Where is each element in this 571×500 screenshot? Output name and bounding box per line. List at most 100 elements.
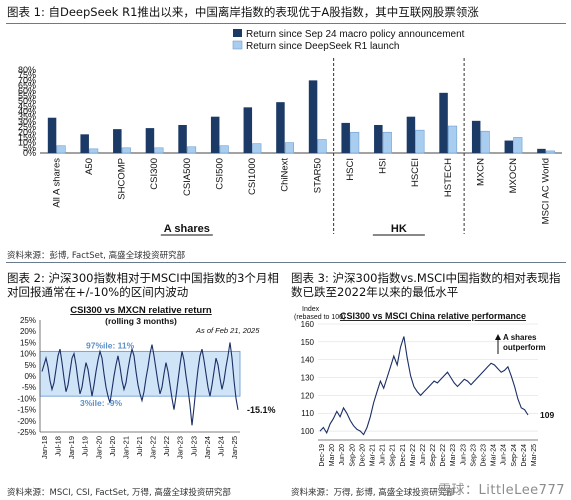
bar-series2 bbox=[545, 150, 555, 154]
relative-return-line bbox=[41, 342, 239, 426]
x-tick-label: Jul-22 bbox=[162, 436, 171, 456]
y-tick-label: 20% bbox=[20, 327, 36, 336]
y-tick-label: 10% bbox=[20, 350, 36, 359]
x-category-label: HSCEI bbox=[410, 158, 421, 187]
y-tick-label: 65% bbox=[18, 81, 36, 91]
x-category-label: MXOCN bbox=[508, 158, 519, 194]
x-category-label: HSCI bbox=[345, 158, 356, 181]
bar-series2 bbox=[317, 139, 327, 154]
percentile-3-label: 3%ile: -9% bbox=[80, 398, 122, 408]
y-tick-label: 5% bbox=[24, 361, 36, 370]
x-tick-label: Mar-22 bbox=[410, 444, 417, 466]
x-tick-label: Jul-19 bbox=[81, 436, 90, 456]
y-tick-label: 70% bbox=[18, 75, 36, 85]
x-tick-label: Jul-21 bbox=[135, 436, 144, 456]
y-tick-label: 140 bbox=[301, 356, 315, 365]
as-of-date: As of Feb 21, 2025 bbox=[195, 326, 260, 335]
x-category-label: CSI1000 bbox=[247, 158, 258, 195]
bar-series2 bbox=[415, 129, 425, 154]
x-category-label: ChiNext bbox=[280, 158, 291, 192]
y-axis-label: Index bbox=[302, 306, 320, 313]
bar-series1 bbox=[374, 124, 383, 153]
last-value-label: -15.1% bbox=[247, 405, 276, 415]
x-tick-label: Sep-21 bbox=[390, 444, 397, 467]
x-tick-label: Mar-24 bbox=[491, 444, 498, 466]
bar-series2 bbox=[448, 125, 458, 154]
y-tick-label: -20% bbox=[17, 417, 36, 426]
x-tick-label: Jul-23 bbox=[189, 436, 198, 456]
x-tick-label: Sep-23 bbox=[470, 444, 477, 467]
x-category-label: HSI bbox=[378, 158, 389, 174]
bar-series1 bbox=[210, 116, 220, 153]
x-tick-label: Jul-20 bbox=[108, 436, 117, 456]
bar-series2 bbox=[187, 146, 197, 154]
y-tick-label: 60% bbox=[18, 86, 36, 96]
bar-series1 bbox=[243, 107, 253, 153]
x-tick-label: Jul-18 bbox=[54, 436, 63, 456]
x-category-label: SHCOMP bbox=[117, 158, 128, 200]
y-tick-label: 110 bbox=[301, 409, 314, 418]
x-tick-label: Jun-21 bbox=[380, 444, 387, 466]
watermark: 雪球：LittleLee777 bbox=[438, 483, 565, 498]
group-label: HK bbox=[391, 223, 407, 235]
x-tick-label: Jul-24 bbox=[216, 436, 225, 456]
x-tick-label: Jan-19 bbox=[67, 436, 76, 459]
figure3-title: 图表 3: 沪深300指数vs.MSCI中国指数的相对表现指数已跌至2022年以… bbox=[291, 271, 561, 299]
y-tick-label: 50% bbox=[18, 96, 36, 106]
legend-label: Return since DeepSeek R1 launch bbox=[246, 41, 399, 52]
y-tick-label: 80% bbox=[18, 65, 36, 75]
y-tick-label: -25% bbox=[17, 428, 36, 437]
y-tick-label: -5% bbox=[22, 383, 36, 392]
legend-swatch bbox=[233, 29, 242, 37]
bar-series1 bbox=[308, 80, 318, 153]
bar-series1 bbox=[471, 120, 481, 153]
x-category-label: All A shares bbox=[51, 158, 62, 208]
x-tick-label: Mar-23 bbox=[450, 444, 457, 466]
y-tick-label: 45% bbox=[18, 101, 36, 111]
y-tick-label: 75% bbox=[18, 70, 36, 80]
annotation-line1: A shares bbox=[503, 333, 537, 342]
last-value-label: 109 bbox=[540, 410, 554, 420]
x-tick-label: Jan-25 bbox=[230, 436, 239, 459]
bar-series1 bbox=[113, 129, 122, 153]
bar-series1 bbox=[178, 124, 187, 153]
y-tick-label: 55% bbox=[18, 91, 36, 101]
bar-series1 bbox=[341, 122, 350, 153]
y-tick-label: 150 bbox=[301, 338, 315, 347]
x-tick-label: Jan-22 bbox=[149, 436, 158, 459]
bar-series2 bbox=[252, 143, 262, 154]
x-tick-label: Mar-21 bbox=[369, 444, 376, 466]
y-tick-label: 15% bbox=[20, 338, 36, 347]
y-tick-label: 25% bbox=[20, 316, 36, 325]
bar-series2 bbox=[219, 145, 229, 154]
bar-series2 bbox=[480, 130, 490, 154]
y-tick-label: 120 bbox=[301, 391, 315, 400]
chart2-subtitle: (rolling 3 months) bbox=[105, 316, 177, 326]
x-tick-label: Dec-24 bbox=[521, 444, 528, 467]
figure3-source: 资料来源：万得, 彭博, 高盛全球投资研究部 bbox=[291, 488, 455, 498]
bar-series2 bbox=[154, 147, 164, 154]
y-tick-label: 30% bbox=[18, 117, 36, 127]
figure1-source: 资料来源：彭博, FactSet, 高盛全球投资研究部 bbox=[7, 251, 186, 261]
relative-performance-line bbox=[319, 336, 529, 436]
x-tick-label: Sep-22 bbox=[430, 444, 437, 467]
bar-series2 bbox=[89, 148, 99, 154]
figure2-chart: 25% 20% 15% 10% 5% 0% -5% -10% -15% -20% -25% Jan-1… bbox=[17, 305, 276, 459]
x-tick-label: Sep-20 bbox=[349, 444, 356, 467]
x-tick-label: Jan-21 bbox=[121, 436, 130, 459]
bar-series2 bbox=[350, 131, 360, 154]
x-tick-label: Mar-25 bbox=[531, 444, 538, 466]
bar-series1 bbox=[537, 148, 546, 153]
y-tick-label: 20% bbox=[18, 127, 36, 137]
x-category-label: CSI500 bbox=[214, 158, 225, 190]
figure2-source: 资料来源：MSCI, CSI, FactSet, 万得, 高盛全球投资研究部 bbox=[7, 488, 231, 498]
figure1-bottom-rule bbox=[6, 262, 566, 263]
x-category-label: CSIA500 bbox=[182, 158, 193, 196]
arrow-head bbox=[495, 334, 501, 340]
y-tick-label: 35% bbox=[18, 112, 36, 122]
x-tick-label: Jan-24 bbox=[203, 436, 212, 459]
x-category-label: MXCN bbox=[475, 158, 486, 186]
x-tick-label: Dec-23 bbox=[481, 444, 488, 467]
y-tick-label: 15% bbox=[18, 132, 36, 142]
